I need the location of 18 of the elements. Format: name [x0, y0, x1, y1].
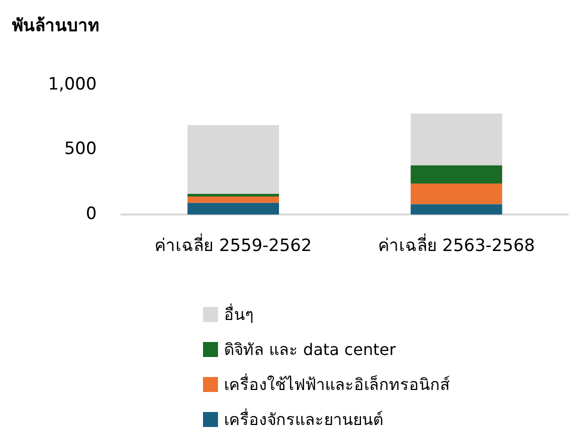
x-tick-label: ค่าเฉลี่ย 2559-2562: [154, 233, 312, 256]
bar: [410, 204, 502, 215]
bar: [410, 165, 502, 184]
y-axis-title: พันล้านบาท: [12, 15, 99, 38]
bar: [188, 194, 279, 196]
bar: [188, 202, 279, 215]
y-tick-label: 0: [86, 204, 97, 224]
bar: [188, 125, 279, 194]
bar: [410, 114, 502, 166]
y-tick-label: 500: [64, 139, 97, 160]
y-tick-label: 1,000: [48, 74, 97, 94]
x-tick-label: ค่าเฉลี่ย 2563-2568: [378, 233, 535, 256]
legend-label: อื่นๆ: [224, 302, 254, 326]
legend-label: เครื่องใช้ไฟฟ้าและอิเล็กทรอนิกส์: [224, 372, 450, 396]
bar: [188, 196, 279, 203]
legend-label: เครื่องจักรและยานยนต์: [224, 408, 383, 431]
legend-label: ดิจิทัล และ data center: [224, 339, 396, 361]
bar: [410, 183, 502, 204]
